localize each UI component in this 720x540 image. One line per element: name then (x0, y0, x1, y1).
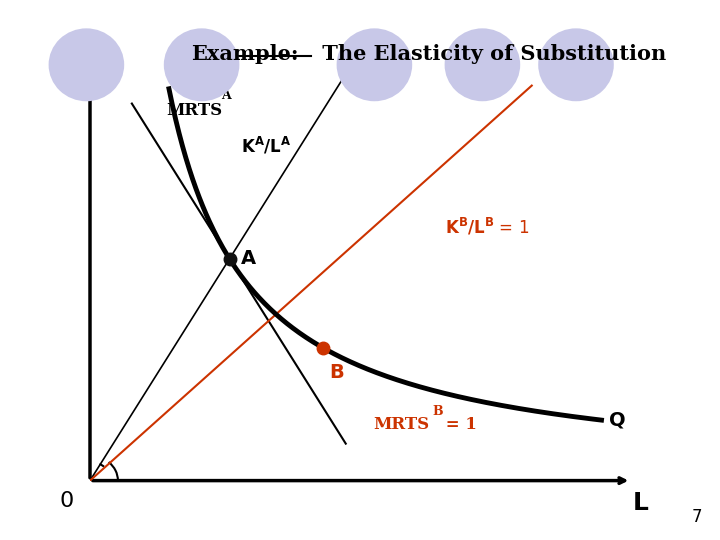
Ellipse shape (337, 28, 413, 102)
Text: MRTS: MRTS (374, 416, 430, 433)
Text: The Elasticity of Substitution: The Elasticity of Substitution (315, 44, 666, 64)
Text: = 1: = 1 (440, 416, 477, 433)
Text: $\mathbf{K^B}$$\mathbf{/L^B}$ = 1: $\mathbf{K^B}$$\mathbf{/L^B}$ = 1 (445, 217, 529, 238)
Text: A: A (240, 249, 256, 268)
Ellipse shape (539, 28, 613, 102)
Text: L: L (633, 490, 649, 515)
Ellipse shape (164, 28, 240, 102)
Text: 7: 7 (691, 509, 702, 526)
Ellipse shape (445, 28, 521, 102)
Text: K: K (60, 70, 79, 93)
Text: Example:: Example: (191, 44, 298, 64)
Ellipse shape (48, 28, 124, 102)
Text: Q: Q (609, 410, 626, 430)
Text: 0: 0 (59, 490, 73, 511)
Text: $\mathbf{K^A}$$\mathbf{/L^A}$: $\mathbf{K^A}$$\mathbf{/L^A}$ (240, 136, 291, 157)
Text: B: B (432, 405, 443, 418)
Text: A: A (220, 89, 230, 102)
Text: B: B (329, 362, 343, 382)
Text: MRTS: MRTS (166, 102, 222, 119)
